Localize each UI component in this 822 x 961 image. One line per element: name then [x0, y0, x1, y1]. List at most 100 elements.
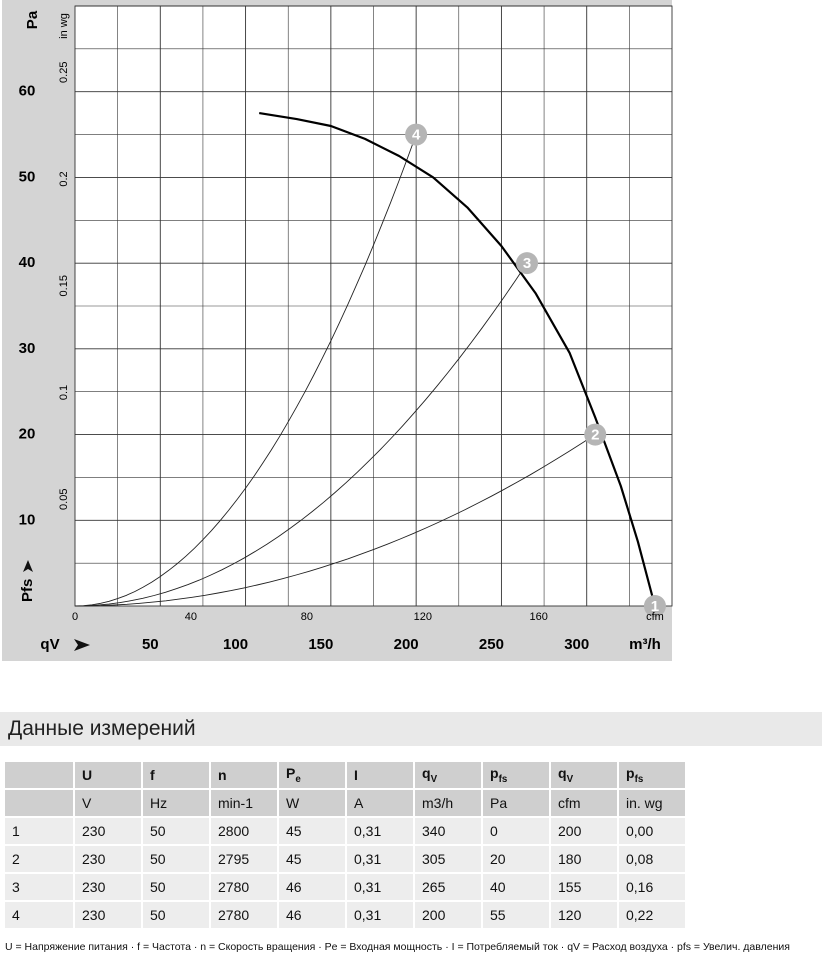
column-header: pfs: [483, 762, 549, 788]
table-cell: 0,16: [619, 874, 685, 900]
operating-points: 1 2 3 4: [405, 123, 666, 617]
right-tick-label: 0.15: [58, 275, 70, 296]
bottom-tick-label: 50: [142, 636, 159, 653]
table-cell: 0,22: [619, 902, 685, 928]
operating-point-3: [516, 252, 539, 275]
table-cell: 2795: [211, 846, 277, 872]
unit-cell: W: [279, 790, 345, 816]
table-cell: 50: [143, 846, 209, 872]
operating-point-label: 2: [591, 427, 599, 444]
system-curve-3: [74, 262, 528, 607]
right-tick-label: 0.2: [58, 171, 70, 186]
grid: [74, 5, 673, 607]
unit-cell: min-1: [211, 790, 277, 816]
right-tick-label: 0.1: [58, 385, 70, 400]
table-cell: 55: [483, 902, 549, 928]
table-cell: 200: [415, 902, 481, 928]
column-header: U: [75, 762, 141, 788]
fan-performance-chart: 10 20 30 40 50 60 0.05 0.1 0.15 0.2 0.25 0 40 80 120…: [2, 0, 673, 661]
right-tick-labels: 0.05 0.1 0.15 0.2 0.25: [58, 62, 70, 510]
y-axis-name: Pfs: [19, 560, 36, 602]
top-tick-label: 0: [72, 611, 78, 623]
unit-cell: V: [75, 790, 141, 816]
table-row: 4 230 50 2780 46 0,31 200 55 120 0,22: [5, 902, 685, 928]
plot-border: [74, 5, 673, 607]
unit-cell: Hz: [143, 790, 209, 816]
right-unit-label: in wg: [58, 13, 70, 39]
unit-corner: [5, 790, 73, 816]
left-tick-label: 50: [19, 168, 36, 185]
unit-cell: cfm: [551, 790, 617, 816]
top-tick-label: 160: [530, 611, 548, 623]
table-cell: 0,31: [347, 874, 413, 900]
column-header: qV: [415, 762, 481, 788]
system-curve-4: [74, 134, 417, 607]
top-tick-label: 80: [301, 611, 313, 623]
bottom-tick-label: 250: [479, 636, 504, 653]
column-header: Pe: [279, 762, 345, 788]
table-cell: 45: [279, 846, 345, 872]
right-tick-label: 0.25: [58, 62, 70, 83]
operating-point-label: 4: [412, 127, 421, 144]
table-cell: 230: [75, 818, 141, 844]
table-cell: 50: [143, 874, 209, 900]
left-tick-label: 20: [19, 426, 36, 443]
row-id: 3: [5, 874, 73, 900]
table-cell: 40: [483, 874, 549, 900]
bottom-tick-label: 150: [308, 636, 333, 653]
operating-point-label: 1: [651, 598, 659, 615]
y-axis-arrow-icon: [23, 560, 33, 572]
top-tick-label: 120: [414, 611, 432, 623]
table-row: 2 230 50 2795 45 0,31 305 20 180 0,08: [5, 846, 685, 872]
unit-cell: A: [347, 790, 413, 816]
unit-cell: Pa: [483, 790, 549, 816]
table-cell: 0: [483, 818, 549, 844]
column-header: f: [143, 762, 209, 788]
table-cell: 230: [75, 874, 141, 900]
table-row: 1 230 50 2800 45 0,31 340 0 200 0,00: [5, 818, 685, 844]
table-cell: 0,31: [347, 846, 413, 872]
column-header: qV: [551, 762, 617, 788]
x-axis-name: qV: [40, 636, 59, 653]
left-tick-labels: 10 20 30 40 50 60: [19, 83, 36, 529]
table-cell: 0,31: [347, 818, 413, 844]
table-cell: 265: [415, 874, 481, 900]
left-tick-label: 10: [19, 511, 36, 528]
operating-point-4: [405, 123, 428, 146]
table-cell: 0,31: [347, 902, 413, 928]
table-cell: 2780: [211, 902, 277, 928]
table-cell: 46: [279, 874, 345, 900]
curves: [74, 112, 656, 607]
unit-cell: in. wg: [619, 790, 685, 816]
table-cell: 20: [483, 846, 549, 872]
top-tick-label: 40: [185, 611, 197, 623]
table-cell: 230: [75, 902, 141, 928]
footnote: U = Напряжение питания · f = Частота · n…: [5, 941, 790, 953]
x-axis-arrow-icon: [74, 639, 90, 651]
table-cell: 2800: [211, 818, 277, 844]
table-cell: 155: [551, 874, 617, 900]
table-cell: 200: [551, 818, 617, 844]
left-unit-label: Pa: [24, 10, 41, 29]
column-header: I: [347, 762, 413, 788]
table-cell: 50: [143, 818, 209, 844]
table-cell: 2780: [211, 874, 277, 900]
row-id: 4: [5, 902, 73, 928]
footnote-text: U = Напряжение питания · f = Частота · n…: [5, 941, 790, 953]
operating-point-label: 3: [523, 255, 531, 272]
table-cell: 46: [279, 902, 345, 928]
bottom-tick-label: 200: [394, 636, 419, 653]
left-tick-label: 60: [19, 83, 36, 100]
table-cell: 340: [415, 818, 481, 844]
unit-cell: m3/h: [415, 790, 481, 816]
section-title: Данные измерений: [0, 712, 822, 746]
column-header: pfs: [619, 762, 685, 788]
bottom-tick-label: 100: [223, 636, 248, 653]
top-unit-label: cfm: [646, 611, 664, 623]
fan-curve: [259, 112, 656, 607]
bottom-tick-label: 300: [564, 636, 589, 653]
